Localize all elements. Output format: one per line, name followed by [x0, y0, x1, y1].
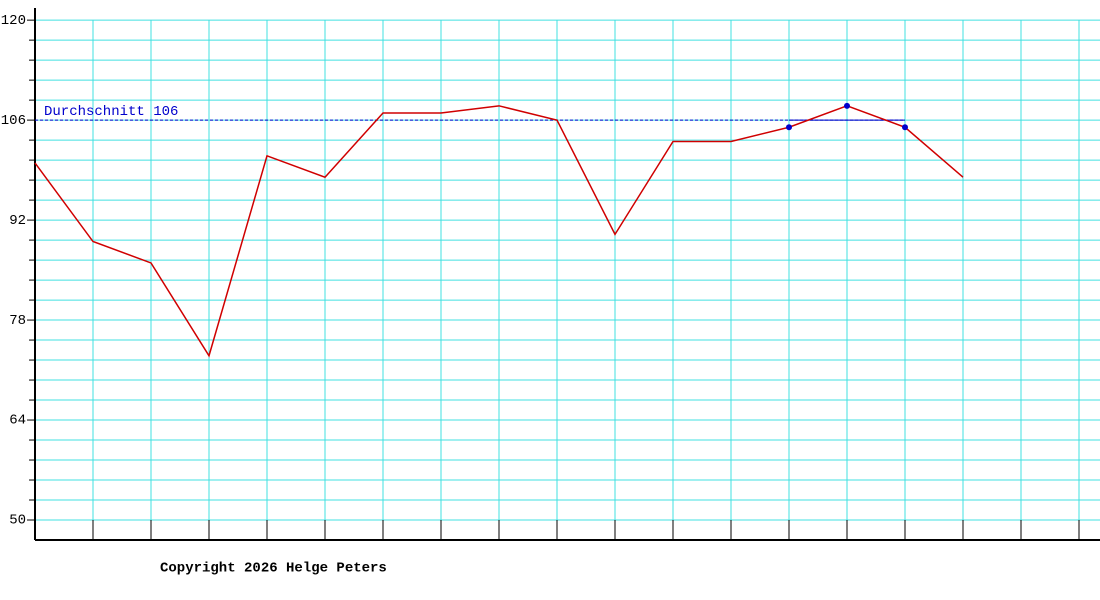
y-tick-label: 120 [1, 13, 26, 29]
series-line [34, 105, 964, 358]
footer: Copyright 2026 Helge Peters [160, 561, 387, 577]
highlight-point [844, 102, 850, 109]
highlight-point [786, 124, 792, 131]
highlight-point [902, 124, 908, 131]
y-tick-label: 106 [1, 113, 26, 129]
average-label: Durchschnitt 106 [44, 104, 178, 120]
y-tick-label: 50 [9, 513, 26, 529]
y-tick-label: 78 [9, 313, 26, 329]
y-tick-label: 64 [9, 413, 26, 429]
y-tick-label: 92 [9, 213, 26, 229]
